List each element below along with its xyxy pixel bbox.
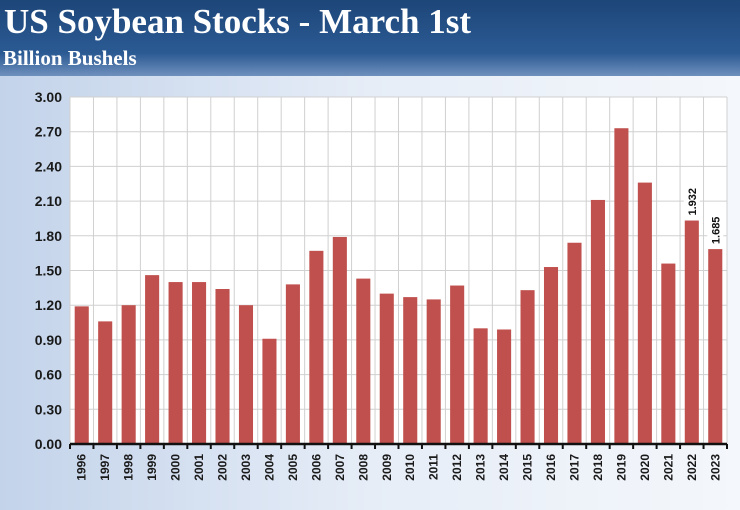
bar-1998 bbox=[121, 305, 136, 444]
bar-2011 bbox=[426, 299, 441, 444]
y-tick-label: 2.10 bbox=[35, 193, 62, 209]
chart-title: US Soybean Stocks - March 1st bbox=[4, 2, 472, 41]
y-tick-label: 0.00 bbox=[35, 436, 62, 452]
bar-2020 bbox=[637, 182, 652, 445]
bar-2021 bbox=[661, 263, 676, 444]
bar-2022 bbox=[684, 220, 699, 444]
x-tick-label: 2012 bbox=[450, 454, 464, 481]
x-tick-label: 2020 bbox=[638, 454, 652, 481]
y-tick-label: 2.70 bbox=[35, 124, 62, 140]
x-tick-label: 2014 bbox=[497, 454, 511, 481]
x-tick-label: 2000 bbox=[169, 454, 183, 481]
bar-2017 bbox=[567, 242, 582, 444]
data-label-background bbox=[683, 179, 700, 218]
bar-2019 bbox=[614, 128, 629, 445]
bar-2010 bbox=[403, 297, 418, 444]
y-tick-label: 1.50 bbox=[35, 263, 62, 279]
x-tick-label: 1999 bbox=[145, 454, 159, 481]
x-tick-label: 1997 bbox=[98, 454, 112, 481]
y-tick-label: 2.40 bbox=[35, 158, 62, 174]
x-tick-label: 1996 bbox=[75, 454, 89, 481]
bar-2013 bbox=[473, 328, 488, 444]
x-tick-label: 2022 bbox=[685, 454, 699, 481]
data-label-2023: 1.685 bbox=[710, 217, 722, 245]
y-tick-label: 3.00 bbox=[35, 89, 62, 105]
y-tick-label: 0.60 bbox=[35, 367, 62, 383]
bar-1996 bbox=[74, 306, 89, 444]
x-tick-label: 2017 bbox=[567, 454, 581, 481]
x-tick-label: 2002 bbox=[216, 454, 230, 481]
data-label-2022: 1.932 bbox=[687, 188, 699, 216]
chart-subtitle: Billion Bushels bbox=[3, 46, 137, 70]
bar-1997 bbox=[98, 321, 113, 444]
bar-1999 bbox=[145, 275, 160, 444]
x-tick-label: 2013 bbox=[474, 454, 488, 481]
bar-2006 bbox=[309, 250, 324, 444]
data-label-background bbox=[707, 208, 724, 247]
x-tick-label: 2015 bbox=[521, 454, 535, 481]
x-tick-label: 2018 bbox=[591, 454, 605, 481]
x-tick-label: 1998 bbox=[122, 454, 136, 481]
x-tick-label: 2016 bbox=[544, 454, 558, 481]
x-tick-label: 2021 bbox=[661, 454, 675, 481]
x-tick-label: 2008 bbox=[356, 454, 370, 481]
bar-2007 bbox=[332, 236, 347, 444]
bar-2003 bbox=[238, 305, 254, 444]
y-tick-label: 1.20 bbox=[35, 297, 62, 313]
x-tick-label: 2005 bbox=[286, 454, 300, 481]
y-tick-label: 1.80 bbox=[35, 228, 62, 244]
x-tick-label: 2009 bbox=[380, 454, 394, 481]
x-tick-label: 2004 bbox=[262, 454, 276, 481]
bar-2009 bbox=[379, 293, 394, 444]
bar-2014 bbox=[497, 329, 512, 444]
bar-2002 bbox=[215, 289, 230, 444]
bar-2023 bbox=[708, 249, 723, 444]
bar-2015 bbox=[520, 290, 535, 444]
y-tick-label: 0.90 bbox=[35, 332, 62, 348]
bar-2018 bbox=[590, 199, 605, 444]
x-tick-label: 2011 bbox=[427, 454, 441, 480]
x-tick-label: 2007 bbox=[333, 454, 347, 481]
x-tick-label: 2003 bbox=[239, 454, 253, 481]
bar-2012 bbox=[450, 285, 465, 444]
bar-2001 bbox=[192, 282, 207, 444]
bar-2004 bbox=[262, 338, 277, 444]
title-banner: US Soybean Stocks - March 1st Billion Bu… bbox=[0, 0, 740, 76]
bar-2000 bbox=[168, 282, 183, 444]
y-tick-label: 0.30 bbox=[35, 401, 62, 417]
x-tick-label: 2023 bbox=[708, 454, 722, 481]
x-tick-label: 2006 bbox=[309, 454, 323, 481]
bar-2016 bbox=[543, 267, 559, 444]
x-tick-label: 2001 bbox=[192, 454, 206, 481]
bar-2005 bbox=[285, 284, 300, 444]
x-tick-label: 2019 bbox=[614, 454, 628, 481]
x-tick-label: 2010 bbox=[403, 454, 417, 481]
bar-2008 bbox=[356, 278, 371, 444]
